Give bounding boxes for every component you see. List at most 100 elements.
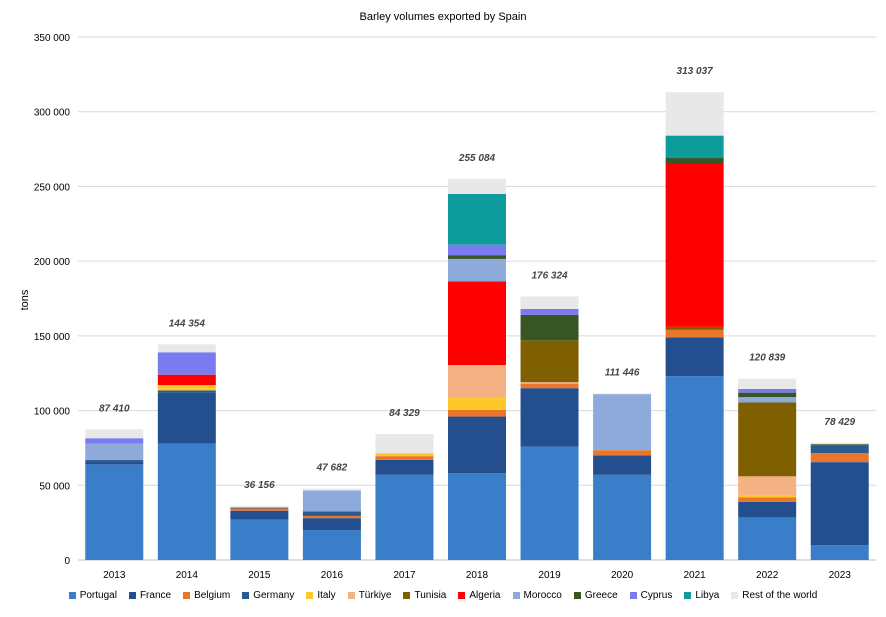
legend-label: Cyprus (640, 590, 673, 601)
bar-segment (85, 461, 144, 465)
bar-segment (448, 473, 506, 560)
legend-swatch (458, 592, 466, 599)
bar-segment (448, 193, 506, 245)
bar-segment (665, 337, 724, 377)
total-label: 111 446 (605, 367, 640, 378)
chart-title: Barley volumes exported by Spain (360, 11, 527, 23)
legend-item: Portugal (68, 590, 117, 601)
x-tick-label: 2017 (393, 570, 416, 581)
bar-segment (375, 453, 434, 457)
bar-segment (810, 545, 869, 560)
x-tick-label: 2014 (176, 570, 199, 581)
bar-segment (810, 445, 869, 454)
bar-segment (665, 326, 724, 330)
y-tick-label: 150 000 (34, 332, 71, 343)
legend-swatch (629, 592, 637, 599)
bar-segment (230, 505, 289, 507)
total-labels: 87 410 144 354 36 156 47 682 84 329 255 084 17… (99, 66, 855, 491)
bar-segment (375, 474, 434, 560)
y-axis-label: tons (19, 289, 31, 310)
bar-segment (157, 352, 216, 375)
legend-item: Tunisia (403, 590, 446, 601)
bar-segment (810, 444, 869, 446)
x-tick-labels: 2013 2014 2015 2016 2017 2018 2019 2020 2021 2022… (103, 570, 851, 581)
legend-swatch (573, 592, 581, 599)
y-tick-label: 300 000 (34, 108, 71, 119)
legend-item: Rest of the world (731, 590, 817, 601)
bar-segment (738, 397, 797, 403)
bar-segment (448, 178, 506, 194)
x-tick-label: 2023 (829, 570, 852, 581)
bar-segment (520, 446, 579, 560)
bar-segment (665, 329, 724, 338)
legend-item: Türkiye (347, 590, 391, 601)
bar-segment (157, 392, 216, 444)
legend-label: Germany (253, 590, 295, 601)
bar-segment (738, 494, 797, 498)
legend-label: France (139, 590, 172, 601)
bar-segment (593, 450, 652, 456)
x-tick-label: 2019 (538, 570, 561, 581)
total-label: 255 084 (458, 153, 496, 164)
bar-segment (448, 416, 506, 474)
total-label: 36 156 (244, 480, 275, 491)
bar-segment (85, 459, 144, 462)
x-tick-label: 2013 (103, 570, 126, 581)
bar-segment (85, 429, 144, 439)
bar-segment (302, 511, 361, 516)
bar-segment (665, 135, 724, 159)
bar-segment (448, 258, 506, 282)
bar-segment (520, 382, 579, 384)
y-tick-label: 0 (64, 556, 70, 567)
barley-export-chart: Barley volumes exported by Spain tons 0 5… (19, 11, 876, 581)
total-label: 144 354 (169, 318, 206, 329)
bar-segment (520, 383, 579, 389)
legend-item: Belgium (183, 590, 230, 601)
bar-segment (302, 530, 361, 560)
bar-segment (738, 392, 797, 398)
legend-item: Algeria (458, 590, 501, 601)
legend: Portugal France Belgium Germany Italy Türkiye… (0, 590, 886, 601)
bar-segment (810, 453, 869, 463)
legend-swatch (242, 592, 250, 599)
total-label: 120 839 (749, 353, 786, 364)
legend-label: Morocco (523, 590, 562, 601)
bar-segment (85, 464, 144, 560)
bar-segment (230, 519, 289, 560)
bar-segment (738, 388, 797, 393)
legend-label: Tunisia (414, 590, 447, 601)
x-tick-label: 2015 (248, 570, 271, 581)
y-tick-labels: 0 50 000 100 000 150 000 200 000 250 000 300 0… (34, 33, 71, 567)
bar-segment (665, 164, 724, 327)
total-label: 176 324 (531, 271, 568, 282)
bar-segment (593, 474, 652, 560)
x-tick-label: 2022 (756, 570, 779, 581)
bar-segment (157, 390, 216, 393)
x-tick-label: 2020 (611, 570, 634, 581)
legend-item: Greece (573, 590, 618, 601)
x-tick-label: 2021 (684, 570, 707, 581)
bar-segment (85, 443, 144, 460)
legend-swatch (306, 592, 314, 599)
bar-segment (665, 158, 724, 165)
legend-label: Greece (584, 590, 618, 601)
bar-segment (375, 433, 434, 454)
legend-item: Cyprus (629, 590, 673, 601)
legend-swatch (347, 592, 355, 599)
x-tick-label: 2016 (321, 570, 344, 581)
bar-segment (448, 255, 506, 259)
bar-segment (520, 296, 579, 309)
bar-segment (230, 506, 289, 508)
bar-segment (520, 388, 579, 447)
bar-segment (157, 374, 216, 386)
bar-segment (738, 497, 797, 502)
bar-segment (302, 518, 361, 531)
bar-segment (448, 364, 506, 398)
legend-swatch (684, 592, 692, 599)
bar-segment (520, 340, 579, 383)
bar-segment (157, 344, 216, 353)
legend-item: Italy (306, 590, 336, 601)
bar-segment (157, 443, 216, 560)
total-label: 87 410 (99, 403, 130, 414)
total-label: 78 429 (824, 417, 855, 428)
